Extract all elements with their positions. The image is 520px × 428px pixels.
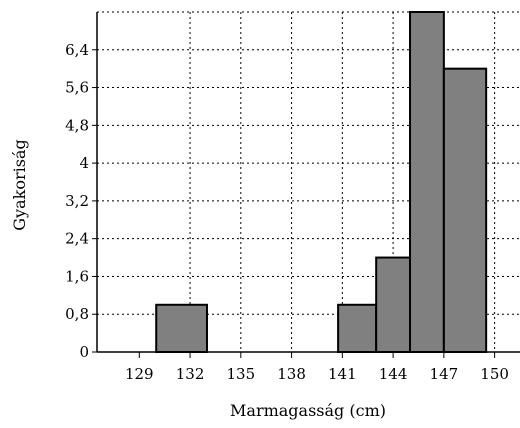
x-tick-label: 138 — [277, 365, 306, 383]
histogram-bar — [409, 11, 445, 353]
y-tick-labels: 0 0,8 1,6 2,4 3,2 4 4,8 5,6 6,4 — [65, 41, 89, 361]
y-tick-label: 0 — [79, 343, 89, 361]
x-tick-label: 135 — [226, 365, 255, 383]
x-axis-label: Marmagasság (cm) — [230, 401, 386, 420]
y-tick-label: 4 — [79, 154, 89, 172]
y-tick-label: 4,8 — [65, 116, 89, 134]
histogram-bar — [337, 303, 378, 353]
x-tick-label: 132 — [176, 365, 205, 383]
histogram-bar — [375, 256, 412, 353]
axes — [92, 12, 520, 358]
bars — [155, 11, 488, 354]
x-tick-label: 150 — [480, 365, 509, 383]
x-tick-label: 144 — [379, 365, 408, 383]
y-tick-label: 0,8 — [65, 305, 89, 323]
y-tick-label: 2,4 — [65, 230, 89, 248]
histogram-bar — [155, 303, 208, 353]
x-tick-labels: 129 132 135 138 141 144 147 150 — [125, 365, 509, 383]
x-tick-label: 129 — [125, 365, 154, 383]
y-tick-label: 3,2 — [65, 192, 89, 210]
y-tick-label: 1,6 — [65, 267, 89, 285]
y-axis-label: Gyakoriság — [10, 139, 29, 230]
y-tick-label: 5,6 — [65, 79, 89, 97]
y-tick-label: 6,4 — [65, 41, 89, 59]
x-tick-label: 147 — [430, 365, 459, 383]
histogram-bar — [442, 67, 488, 354]
x-tick-label: 141 — [328, 365, 357, 383]
